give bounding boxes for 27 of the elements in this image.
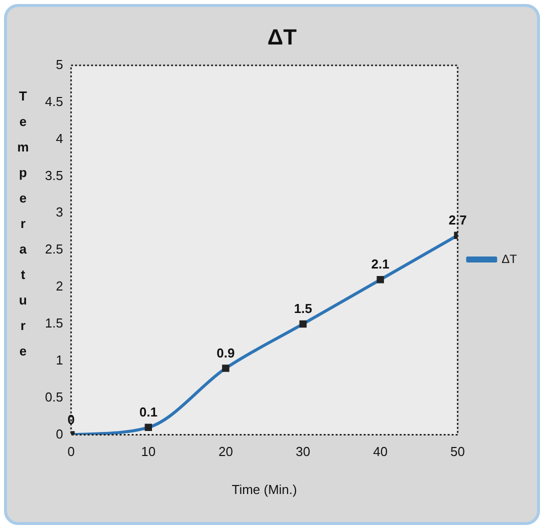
x-tick-label: 20 xyxy=(218,444,233,460)
y-tick-label: 4 xyxy=(56,130,64,146)
data-label: 0 xyxy=(67,412,75,427)
y-tick-label: 3 xyxy=(56,204,64,220)
y-tick-label: 2 xyxy=(56,278,64,294)
y-tick-label: 2.5 xyxy=(44,242,64,257)
x-tick-label: 0 xyxy=(67,444,75,460)
x-tick-label: 10 xyxy=(141,444,156,460)
data-label: 2.7 xyxy=(448,212,467,228)
chart-title: ΔT xyxy=(267,24,298,50)
y-tick-label: 1.5 xyxy=(44,316,64,331)
data-label: 0.9 xyxy=(216,345,235,360)
y-tick-label: 5 xyxy=(56,56,64,72)
data-label: 2.1 xyxy=(371,256,390,272)
x-tick-label: 50 xyxy=(450,444,465,460)
x-tick-label: 30 xyxy=(296,444,310,460)
y-tick-label: 0 xyxy=(56,426,64,442)
y-tick-label: 0.5 xyxy=(44,389,64,404)
y-tick-label: 4.5 xyxy=(44,94,64,109)
text: Temperature xyxy=(17,88,29,359)
y-tick-label: 3.5 xyxy=(44,168,64,183)
y-tick-label: 1 xyxy=(56,352,64,368)
x-axis-title: Time (Min.) xyxy=(232,482,297,497)
data-label: 1.5 xyxy=(294,301,312,316)
x-tick-label: 40 xyxy=(373,444,388,460)
legend-label: ΔT xyxy=(502,252,518,266)
data-label: 0.1 xyxy=(139,404,158,420)
